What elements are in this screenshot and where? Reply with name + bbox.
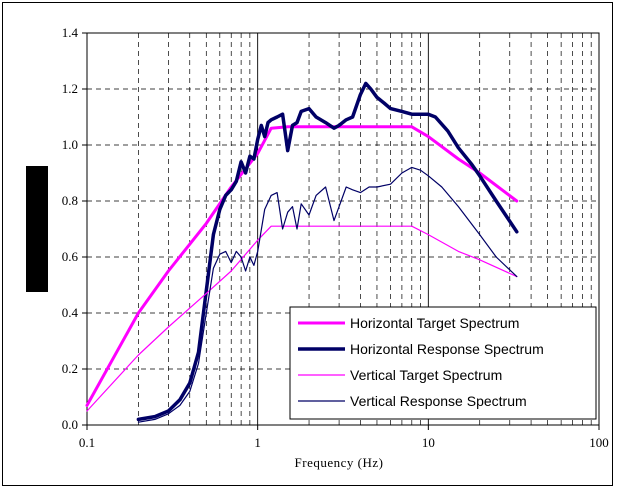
y-tick-label: 0.0 (62, 417, 78, 432)
y-tick-label: 0.6 (62, 249, 79, 264)
y-tick-label: 1.4 (62, 25, 79, 40)
y-tick-label: 1.2 (62, 81, 78, 96)
legend-label: Horizontal Response Spectrum (350, 341, 544, 357)
legend-label: Horizontal Target Spectrum (350, 315, 519, 331)
y-tick-label: 0.8 (62, 193, 78, 208)
x-tick-labels: 0.1 1 10 100 (79, 425, 609, 450)
axes (86, 32, 600, 426)
x-axis-title: Frequency (Hz) (295, 455, 384, 470)
y-axis-label-redaction (26, 166, 48, 292)
series-line-4 (137, 166, 518, 423)
x-tick-label: 100 (589, 435, 609, 450)
series-line-2 (136, 81, 519, 422)
legend-box (289, 306, 597, 420)
y-tick-labels: 0.0 0.2 0.4 0.6 0.8 1.0 1.2 1.4 (62, 25, 87, 432)
series-line-1 (85, 125, 519, 407)
x-tick-label: 10 (422, 435, 435, 450)
y-tick-label: 0.4 (62, 305, 79, 320)
legend: Horizontal Target Spectrum Horizontal Res… (289, 306, 597, 420)
chart-frame: 0.0 0.2 0.4 0.6 0.8 1.0 1.2 1.4 0.1 1 10 100 Frequ… (2, 2, 613, 486)
y-tick-label: 1.0 (62, 137, 78, 152)
legend-label: Vertical Target Spectrum (350, 367, 502, 383)
spectrum-chart: 0.0 0.2 0.4 0.6 0.8 1.0 1.2 1.4 0.1 1 10 100 Frequ… (26, 25, 609, 470)
x-tick-label: 0.1 (79, 435, 95, 450)
series-lines (85, 81, 519, 423)
x-tick-label: 1 (254, 435, 261, 450)
plot-area-border (86, 32, 600, 426)
legend-label: Vertical Response Spectrum (350, 393, 527, 409)
series-line-3 (86, 225, 518, 412)
y-tick-label: 0.2 (62, 361, 78, 376)
